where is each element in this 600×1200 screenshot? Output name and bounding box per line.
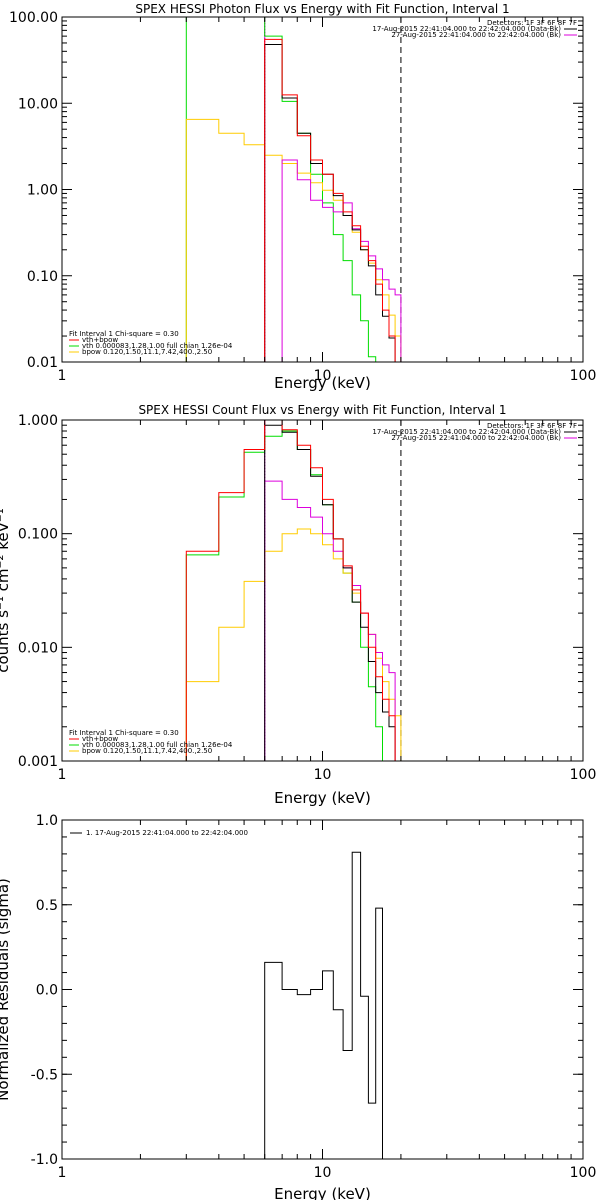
plot-area <box>185 420 402 761</box>
legend-entry: vth+bpow <box>82 336 118 344</box>
legend-entry: Detectors: 1F 3F 6F 8F 7F <box>487 19 577 27</box>
y-tick-label: -0.5 <box>31 1067 58 1083</box>
legend-entry: vth 0.000083,1.28,1.00 full chian 1.26e-… <box>82 342 233 350</box>
series-bpow <box>185 528 402 761</box>
x-tick-label: 100 <box>570 767 597 783</box>
y-tick-label: 0.100 <box>18 527 58 543</box>
y-tick-label: 0.0 <box>36 983 58 999</box>
y-axis-label: Normalized Residuals (sigma) <box>0 878 12 1101</box>
legend-entry: vth+bpow <box>82 735 118 743</box>
x-tick-label: 1 <box>58 767 67 783</box>
legend-entry: 17-Aug-2015 22:41:04.000 to 22:42:04.000… <box>372 428 561 436</box>
x-tick-label: 1 <box>58 368 67 384</box>
y-minor-ticks <box>62 20 583 337</box>
x-axis-label: Energy (keV) <box>274 789 371 807</box>
y-tick-label: 100.00 <box>9 10 58 26</box>
x-tick-label: 100 <box>570 1165 597 1181</box>
series-background <box>264 480 396 761</box>
y-tick-label: 0.10 <box>27 269 58 285</box>
legend-entry: Fit Interval 1 Chi-square = 0.30 <box>69 729 179 737</box>
x-axis-label: Energy (keV) <box>274 374 371 392</box>
legend-bottom: Fit Interval 1 Chi-square = 0.30vth+bpow… <box>69 330 233 356</box>
legend-bottom: Fit Interval 1 Chi-square = 0.30vth+bpow… <box>69 729 233 755</box>
series-bpow <box>185 118 402 362</box>
plot-area <box>185 17 402 362</box>
legend-entry: Fit Interval 1 Chi-square = 0.30 <box>69 330 179 338</box>
series-vth <box>185 430 402 761</box>
x-tick-label: 10 <box>314 1165 332 1181</box>
y-tick-label: 1.000 <box>18 413 58 429</box>
series-vth <box>185 17 402 362</box>
chart-panel-1: 1 10 100 0.01 0.10 1.00 10.00 100.00 SPEX HESSI … <box>9 2 596 392</box>
legend-top: 1. 17-Aug-2015 22:41:04.000 to 22:42:04.… <box>70 829 248 837</box>
legend-entry: bpow 0.120,1.50,11.1,7.42,400.,2.50 <box>82 747 212 755</box>
legend-entry: 27-Aug-2015 22:41:04.000 to 22:42:04.000… <box>391 434 561 442</box>
x-minor-ticks <box>139 820 572 1159</box>
series-residuals <box>264 851 383 1159</box>
series-fit <box>264 38 396 362</box>
x-axis-label: Energy (keV) <box>274 1185 371 1200</box>
x-tick-label: 1 <box>58 1165 67 1181</box>
y-minor-ticks <box>62 424 583 728</box>
legend-entry: vth 0.000083,1.28,1.00 full chian 1.26e-… <box>82 741 233 749</box>
plot-area <box>264 851 383 1159</box>
legend-entry: bpow 0.120,1.50,11.1,7.42,400.,2.50 <box>82 348 212 356</box>
legend-entry: 27-Aug-2015 22:41:04.000 to 22:42:04.000… <box>391 31 561 39</box>
chart-panel-3: 1 10 100 -1.0 -0.5 0.0 0.5 1.0 Energy (keV) Norma… <box>0 813 596 1200</box>
chart-title: SPEX HESSI Photon Flux vs Energy with Fi… <box>135 2 509 16</box>
y-tick-label: 0.01 <box>27 355 58 371</box>
legend-entry: 1. 17-Aug-2015 22:41:04.000 to 22:42:04.… <box>86 829 248 837</box>
y-tick-label: 0.5 <box>36 898 58 914</box>
y-tick-label: 0.001 <box>18 754 58 770</box>
chart-title: SPEX HESSI Count Flux vs Energy with Fit… <box>138 403 506 417</box>
x-tick-label: 10 <box>314 767 332 783</box>
chart-panel-2: 1 10 100 0.001 0.010 0.100 1.000 SPEX HESSI Cou… <box>0 403 596 807</box>
x-minor-ticks <box>139 17 572 362</box>
y-tick-label: -1.0 <box>31 1152 58 1168</box>
y-tick-label: 1.00 <box>27 183 58 199</box>
y-axis-label: counts s⁻¹ cm⁻² keV⁻¹ <box>0 508 12 673</box>
x-tick-label: 10 <box>314 368 332 384</box>
series-fit <box>185 420 396 761</box>
y-tick-label: 0.010 <box>18 640 58 656</box>
legend-entry: 17-Aug-2015 22:41:04.000 to 22:42:04.000… <box>372 25 561 33</box>
series-total <box>264 424 396 761</box>
y-tick-label: 10.00 <box>18 96 58 112</box>
y-tick-label: 1.0 <box>36 813 58 829</box>
legend-entry: Detectors: 1F 3F 6F 8F 7F <box>487 422 577 430</box>
x-minor-ticks <box>139 420 572 761</box>
x-tick-label: 100 <box>570 368 597 384</box>
